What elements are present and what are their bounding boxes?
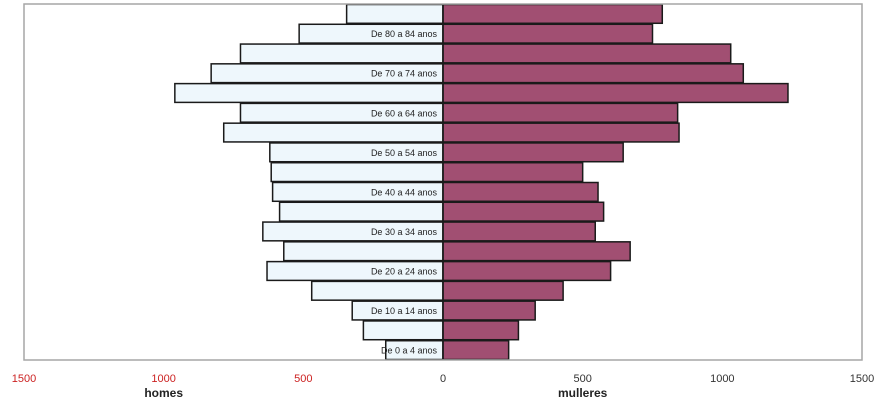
category-label: De 0 a 4 anos (381, 346, 438, 356)
bar-mulleres-14 (442, 82, 789, 104)
bar-mulleres-4 (442, 280, 564, 301)
bar-mulleres-1 (442, 339, 510, 361)
bar-mulleres-10 (442, 161, 584, 183)
x-tick-label: 1500 (850, 373, 874, 385)
bar-homes-12 (222, 122, 444, 143)
category-label: De 20 a 24 anos (371, 267, 438, 277)
category-label: De 10 a 14 anos (371, 306, 438, 316)
bar-mulleres-18 (442, 3, 664, 25)
x-axis-title-mulleres: mulleres (558, 386, 608, 400)
x-tick-label: 0 (440, 373, 446, 385)
bar-homes-18 (345, 3, 444, 25)
bar-homes-14 (174, 82, 444, 104)
x-tick-label: 500 (573, 373, 591, 385)
category-labels-layer: De 0 a 4 anos De 10 a 14 anos De 20 a 24 a… (371, 29, 438, 355)
bar-homes-4 (310, 280, 444, 301)
bar-mulleres-17 (442, 23, 654, 44)
category-label: De 30 a 34 anos (371, 227, 438, 237)
bar-mulleres-5 (442, 260, 612, 282)
bar-mulleres-7 (442, 221, 596, 242)
bar-mulleres-2 (442, 320, 520, 341)
bar-homes-6 (283, 241, 444, 262)
plot-frame (23, 3, 863, 361)
category-label: De 40 a 44 anos (371, 187, 438, 197)
category-label: De 60 a 64 anos (371, 108, 438, 118)
bar-mulleres-9 (442, 181, 599, 203)
bar-homes-16 (239, 43, 444, 64)
category-label: De 80 a 84 anos (371, 29, 438, 39)
x-tick-label: 1500 (12, 373, 36, 385)
x-tick-label: 1000 (151, 373, 175, 385)
bar-mulleres-3 (442, 300, 536, 321)
bar-homes-2 (362, 320, 444, 341)
bar-mulleres-11 (442, 142, 624, 163)
bar-homes-8 (278, 201, 444, 222)
bars-layer (174, 3, 789, 361)
bar-mulleres-13 (442, 102, 679, 123)
x-tick-label: 1000 (710, 373, 734, 385)
bar-mulleres-16 (442, 43, 732, 64)
category-label: De 50 a 54 anos (371, 148, 438, 158)
x-tick-label: 500 (294, 373, 312, 385)
bar-mulleres-12 (442, 122, 680, 143)
x-tick-labels: 1500 1000 500 0 500 1000 1500 (12, 373, 874, 385)
bar-mulleres-15 (442, 63, 745, 84)
bar-homes-10 (270, 161, 444, 183)
category-label: De 70 a 74 anos (371, 69, 438, 79)
bar-mulleres-8 (442, 201, 605, 222)
x-axis-title-homes: homes (144, 386, 183, 400)
bar-mulleres-6 (442, 241, 631, 262)
